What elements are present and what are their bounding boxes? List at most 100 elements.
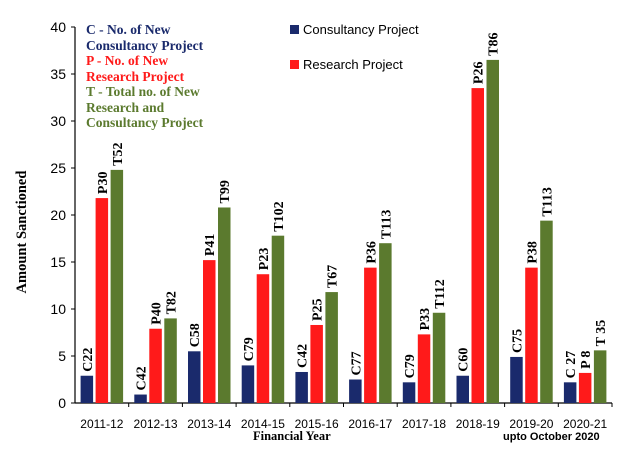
- research-count-label: P23: [257, 248, 272, 271]
- bar-total: [110, 169, 124, 403]
- x-tick-label: 2013-14: [187, 417, 231, 431]
- x-tick-label: 2020-21: [563, 417, 607, 431]
- legend-item-research: Research Project: [290, 55, 419, 73]
- research-count-label: P 8: [579, 351, 594, 369]
- consultancy-count-label: C60: [457, 348, 472, 372]
- bar-consultancy: [402, 382, 416, 403]
- total-count-label: T102: [272, 201, 287, 231]
- x-tick-label: 2017-18: [402, 417, 446, 431]
- bar-research: [310, 324, 323, 403]
- bar-research: [471, 88, 484, 403]
- y-tick-label: 0: [58, 395, 66, 411]
- y-tick-label: 20: [50, 207, 66, 223]
- legend-label-research: Research Project: [303, 56, 403, 72]
- bar-total: [593, 350, 607, 403]
- x-tick-label: 2014-15: [241, 417, 285, 431]
- bar-research: [149, 328, 162, 403]
- annotation-line: Consultancy Project: [86, 115, 204, 130]
- legend-label-consultancy: Consultancy Project: [303, 21, 419, 37]
- research-count-label: P40: [150, 302, 165, 325]
- total-count-label: T113: [379, 210, 394, 240]
- annotation-line: Research and: [86, 99, 165, 115]
- y-tick-label: 40: [50, 19, 66, 35]
- consultancy-count-label: C 27: [564, 351, 579, 379]
- bar-research: [364, 267, 377, 403]
- y-tick-label: 30: [50, 113, 66, 129]
- chart-axes: 0 5 10 15 20 25 30 35 40 2011-12 2012-13 2013-14 201…: [50, 19, 613, 431]
- x-tick-label: 2015-16: [295, 417, 339, 431]
- total-count-label: T82: [165, 291, 180, 314]
- bar-research: [95, 198, 109, 403]
- research-count-label: P25: [311, 298, 326, 321]
- x-tick-label: 2011-12: [80, 417, 123, 431]
- series-legend: Consultancy Project Research Project: [290, 20, 419, 90]
- research-count-label: P26: [472, 62, 487, 85]
- legend-swatch-research: [290, 59, 299, 69]
- annotation-line: C - No. of New: [86, 22, 171, 37]
- annotation-legend: C - No. of New Consultancy Project P - No.…: [86, 22, 286, 131]
- bar-consultancy: [188, 351, 201, 403]
- total-count-label: T52: [111, 143, 126, 166]
- bar-consultancy: [456, 375, 469, 403]
- consultancy-count-label: C58: [188, 323, 203, 347]
- total-count-label: T86: [487, 33, 502, 56]
- bar-research: [417, 334, 431, 403]
- y-tick-label: 35: [50, 66, 66, 82]
- consultancy-count-label: C77: [349, 351, 364, 375]
- legend-swatch-consultancy: [290, 24, 299, 34]
- y-tick-label: 10: [50, 301, 66, 317]
- bar-research: [256, 274, 270, 403]
- annotation-line: T - Total no. of New: [86, 84, 200, 99]
- y-tick-label: 5: [58, 348, 66, 364]
- research-count-label: P33: [418, 308, 433, 331]
- x-tick-label: 2016-17: [348, 417, 392, 431]
- consultancy-count-label: C79: [242, 337, 257, 361]
- research-count-label: P30: [96, 172, 111, 195]
- annotation-line: Consultancy Project: [86, 37, 204, 53]
- bar-research: [525, 267, 538, 403]
- bar-total: [164, 318, 177, 403]
- consultancy-count-label: C22: [81, 348, 96, 372]
- bar-consultancy: [80, 375, 94, 403]
- y-tick-label: 25: [50, 160, 66, 176]
- bar-total: [540, 220, 553, 403]
- consultancy-count-label: C42: [135, 366, 150, 390]
- consultancy-count-label: C42: [296, 344, 311, 368]
- bar-total: [218, 207, 231, 403]
- annotation-line: Research Project: [86, 68, 185, 84]
- bar-total: [379, 243, 392, 403]
- x-tick-label: 2018-19: [456, 417, 500, 431]
- bar-consultancy: [134, 394, 147, 403]
- bar-total: [325, 292, 338, 403]
- research-count-label: P38: [525, 241, 540, 264]
- research-count-label: P41: [203, 234, 218, 257]
- bar-consultancy: [563, 382, 577, 403]
- bar-consultancy: [349, 379, 362, 403]
- bar-research: [578, 372, 592, 403]
- total-count-label: T112: [433, 279, 448, 309]
- research-count-label: P36: [364, 241, 379, 264]
- bar-consultancy: [241, 365, 255, 403]
- bar-total: [271, 235, 285, 403]
- bar-total: [432, 312, 446, 403]
- x-axis-title: Financial Year: [253, 429, 331, 443]
- y-tick-label: 15: [50, 254, 66, 270]
- x-tick-label: 2019-20: [509, 417, 553, 431]
- total-count-label: T 35: [594, 320, 609, 347]
- total-count-label: T113: [540, 187, 555, 217]
- annotation-line: P - No. of New: [86, 53, 169, 68]
- chart-bars: [80, 59, 607, 404]
- bar-consultancy: [510, 356, 523, 403]
- y-axis-title: Amount Sanctioned: [14, 171, 30, 294]
- bar-total: [486, 59, 499, 404]
- consultancy-count-label: C79: [403, 354, 418, 378]
- legend-item-consultancy: Consultancy Project: [290, 20, 419, 38]
- bar-consultancy: [295, 371, 308, 403]
- total-count-label: T99: [218, 180, 233, 203]
- x-tick-label: 2012-13: [134, 417, 178, 431]
- bar-research: [203, 260, 216, 403]
- total-count-label: T67: [326, 265, 341, 288]
- footnote: upto October 2020: [503, 431, 600, 443]
